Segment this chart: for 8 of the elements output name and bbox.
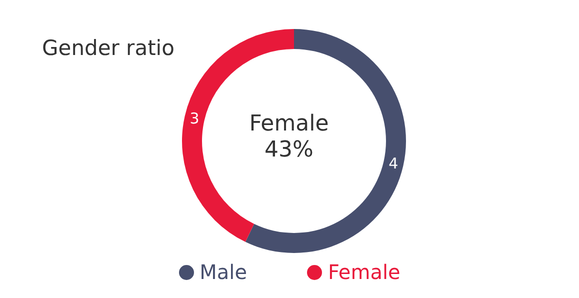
data-label: 3 <box>190 109 200 128</box>
text: 43% <box>264 138 314 162</box>
legend-label: Male <box>198 260 248 284</box>
text: Female <box>249 112 329 136</box>
donut-slice <box>245 29 406 253</box>
legend-label: Female <box>327 260 400 284</box>
data-label: 4 <box>388 154 398 173</box>
chart-title: Gender ratio <box>42 36 174 60</box>
